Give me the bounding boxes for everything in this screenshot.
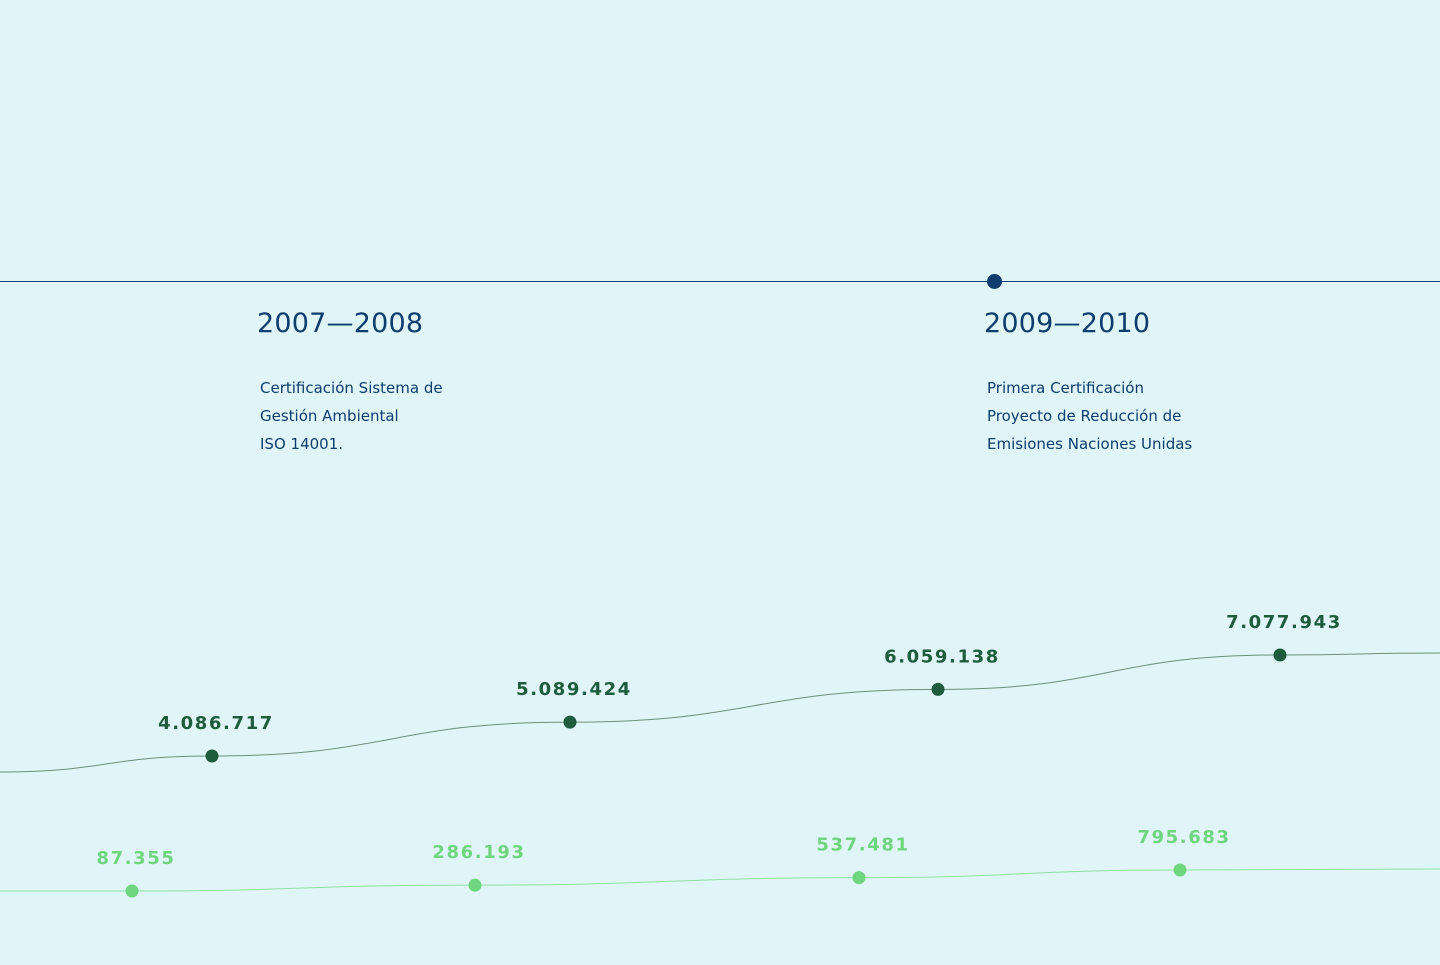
data-label: 795.683 bbox=[1137, 827, 1230, 848]
timeline-line bbox=[0, 281, 1440, 282]
data-label: 7.077.943 bbox=[1226, 612, 1342, 633]
period-title-2007-2008: 2007—2008 bbox=[257, 308, 424, 339]
data-point[interactable] bbox=[1273, 648, 1287, 662]
data-label: 286.193 bbox=[432, 842, 525, 863]
data-point[interactable] bbox=[1173, 863, 1187, 877]
data-label: 6.059.138 bbox=[884, 646, 1000, 667]
data-point[interactable] bbox=[931, 682, 945, 696]
period-description-2009-2010: Primera Certificación Proyecto de Reducc… bbox=[987, 374, 1192, 458]
period-description-line: Primera Certificación bbox=[987, 379, 1144, 397]
data-label: 87.355 bbox=[96, 848, 175, 869]
data-point[interactable] bbox=[468, 878, 482, 892]
data-point[interactable] bbox=[205, 749, 219, 763]
period-description-line: Emisiones Naciones Unidas bbox=[987, 435, 1193, 453]
series-line bbox=[0, 868, 1440, 892]
timeline-marker-dot[interactable] bbox=[987, 274, 1002, 289]
period-title-2009-2010: 2009—2010 bbox=[984, 308, 1151, 339]
data-point[interactable] bbox=[563, 715, 577, 729]
period-description-2007-2008: Certificación Sistema de Gestión Ambient… bbox=[260, 374, 443, 458]
data-label: 5.089.424 bbox=[516, 679, 632, 700]
data-label: 537.481 bbox=[816, 835, 909, 856]
period-description-line: Certificación Sistema de bbox=[260, 379, 443, 397]
period-description-line: ISO 14001. bbox=[260, 435, 344, 453]
period-description-line: Gestión Ambiental bbox=[260, 407, 399, 425]
period-description-line: Proyecto de Reducción de bbox=[987, 407, 1182, 425]
data-point[interactable] bbox=[852, 871, 866, 885]
data-point[interactable] bbox=[125, 884, 139, 898]
data-label: 4.086.717 bbox=[158, 713, 274, 734]
